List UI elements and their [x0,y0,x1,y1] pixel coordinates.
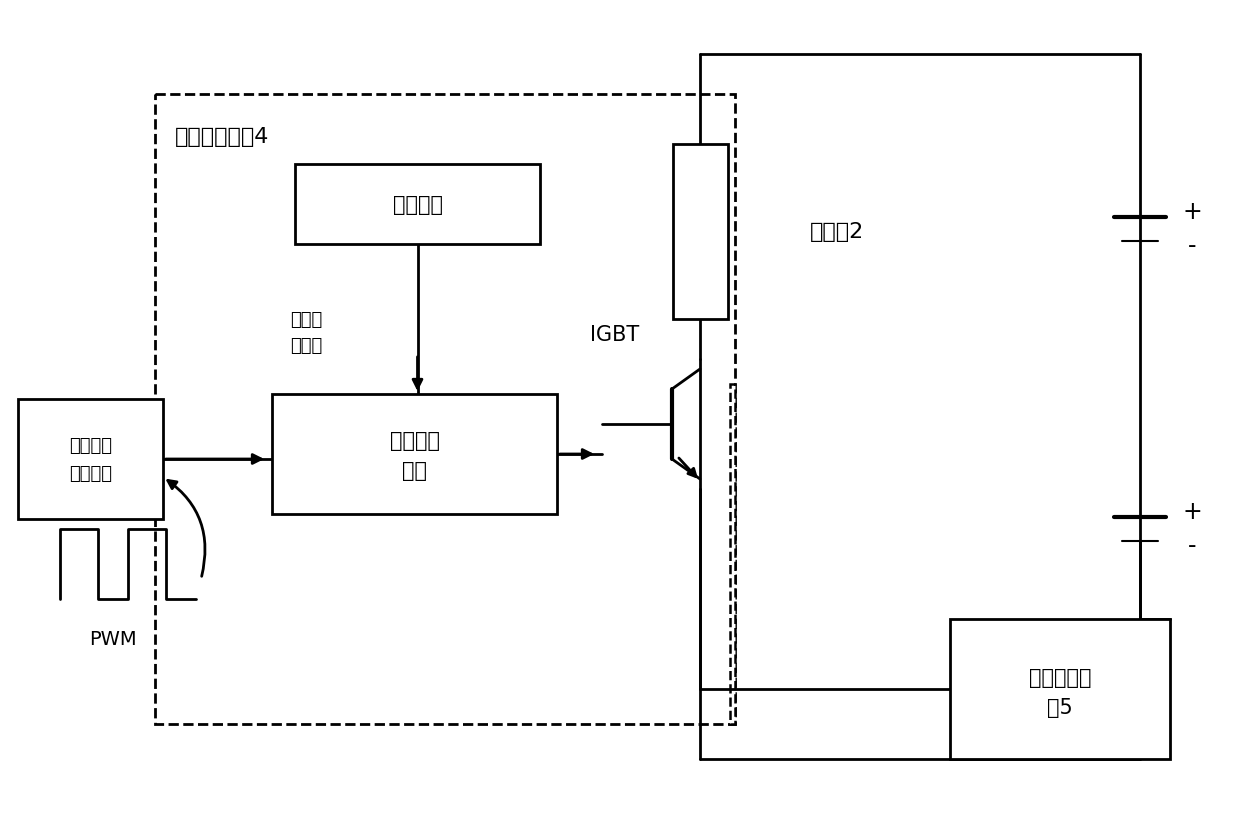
Bar [295,165,539,245]
Bar [19,399,162,519]
Text: 隔离电源: 隔离电源 [393,195,443,215]
Text: PWM: PWM [89,629,136,648]
FancyArrowPatch shape [167,480,205,576]
Text: 源供电: 源供电 [290,337,322,355]
Bar [730,385,735,724]
Text: 隔离电: 隔离电 [290,311,322,328]
Bar [272,394,557,514]
Bar [155,95,735,724]
Text: -: - [1188,234,1197,258]
Text: 模块接口: 模块接口 [69,465,112,482]
Text: 电流调整模块4: 电流调整模块4 [175,127,269,147]
Text: 电流采集模: 电流采集模 [1029,667,1091,687]
Bar [672,145,728,319]
Text: 电流调整: 电流调整 [69,437,112,455]
Text: 加热片2: 加热片2 [810,222,864,242]
Text: 块5: 块5 [1047,697,1073,717]
Bar [950,619,1171,759]
Text: -: - [1188,533,1197,557]
Text: IGBT: IGBT [590,325,640,345]
Text: +: + [1182,500,1202,523]
Text: +: + [1182,200,1202,224]
Text: 隔离驱动: 隔离驱动 [389,431,439,451]
Text: 单元: 单元 [402,461,427,480]
